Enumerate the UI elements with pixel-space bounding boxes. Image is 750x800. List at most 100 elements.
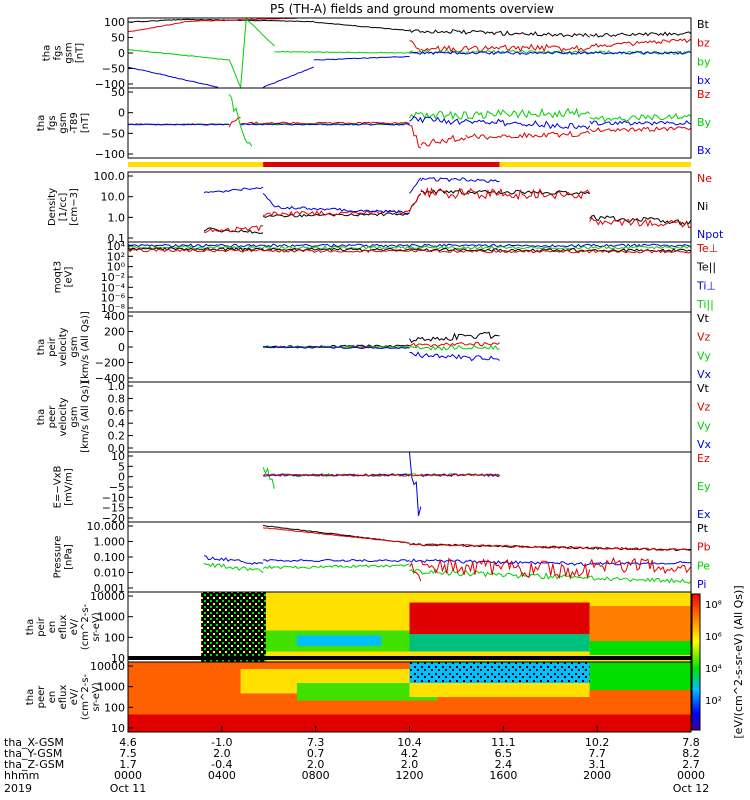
panel-6-legend-2: Vy bbox=[697, 419, 711, 432]
panel-1-ylabel-line: [nT] bbox=[75, 43, 86, 63]
z-gsm-label: 2.7 bbox=[682, 758, 700, 771]
x-gsm-label: 10.2 bbox=[585, 736, 610, 749]
panel-8-ylabel-line: [nPa] bbox=[64, 544, 75, 570]
panel-1-bx-line bbox=[127, 50, 692, 89]
panel-6-legend-0: Vt bbox=[697, 382, 710, 395]
panel-1-ylabel-line: gsm bbox=[64, 42, 75, 63]
panel-3-legend-0: Ne bbox=[697, 172, 712, 185]
panel-4-ylabel-line: [eV] bbox=[64, 267, 75, 288]
panel-7-ylabel: E=−VxB [mV/m] bbox=[53, 466, 75, 509]
panel-2-ylabel: tha fgs gsm -T89 [nT] bbox=[36, 112, 91, 134]
panel-6-legend-3: Vx bbox=[697, 438, 712, 451]
y-gsm-label: 2.0 bbox=[213, 747, 231, 760]
panel-8-pb-upper-line bbox=[263, 527, 692, 551]
x-row-label: tha_Y-GSM bbox=[4, 747, 62, 760]
panel-5-ylabel: tha peir velocity gsm [km/s (All Qs)] bbox=[36, 311, 91, 383]
x-row-label: tha_Z-GSM bbox=[4, 758, 64, 771]
panel-9-ylabel-line: sr-eV) bbox=[91, 612, 102, 641]
panel-7-ey-line bbox=[262, 467, 500, 489]
panel-9-ytick-label: 1000 bbox=[97, 611, 125, 624]
figure-title: P5 (TH-A) fields and ground moments over… bbox=[270, 2, 554, 16]
panel-5-legend-1: Vz bbox=[697, 331, 711, 344]
panel-10-ylabel-line: (cm^2-s- bbox=[80, 673, 91, 720]
hhmm-tick-label: 0800 bbox=[302, 769, 330, 782]
year-label: 2019 bbox=[4, 782, 32, 795]
z-gsm-label: 2.0 bbox=[307, 758, 325, 771]
z-gsm-label: 3.1 bbox=[588, 758, 606, 771]
panel-2-ytick-label: 0 bbox=[118, 107, 125, 120]
panel-9-spectrogram-gap bbox=[201, 592, 266, 662]
panel-6-ytick-label: 1.0 bbox=[108, 380, 126, 393]
colorbar-tick-label: 10² bbox=[705, 696, 722, 707]
panel-4-ytick-label: 10⁻⁴ bbox=[101, 281, 126, 294]
panel-7-legend-2: Ex bbox=[697, 508, 711, 521]
panel-10-ylabel-line: eV/ bbox=[69, 688, 80, 705]
panel-8-ytick-label: 0.100 bbox=[94, 551, 126, 564]
panel-8-ytick-label: 0.001 bbox=[94, 582, 126, 595]
panel-9-band-cyan bbox=[296, 635, 382, 646]
panel-5-ylabel-line: velocity bbox=[58, 327, 69, 366]
panel-5-ytick-label: −200 bbox=[95, 357, 125, 370]
panel-3-ylabel-line: [cm−3] bbox=[69, 188, 80, 226]
panel-8-ylabel: Pressure [nPa] bbox=[53, 536, 75, 579]
panel-3-ylabel-line: [1/cc] bbox=[58, 193, 69, 222]
x-gsm-label: 11.1 bbox=[491, 736, 516, 749]
panel-8-legend-2: Pe bbox=[697, 559, 710, 572]
panel-2-ylabel-line: -T89 bbox=[69, 112, 80, 134]
x-axis-labels: 4.67.51.70000-1.02.0-0.404007.30.72.0080… bbox=[4, 726, 709, 795]
panel-3-ytick-label: 100.0 bbox=[94, 170, 126, 183]
panel-3-ytick-label: 10.0 bbox=[101, 191, 126, 204]
panel-6-ylabel: tha peer velocity gsm [km/s (All Qs)] bbox=[36, 381, 91, 453]
z-gsm-label: 1.7 bbox=[119, 758, 137, 771]
panel-7-legend-0: Ez bbox=[697, 452, 710, 465]
panel-3-legend-1: Ni bbox=[697, 200, 708, 213]
colorbar-tick-label: 10⁴ bbox=[705, 664, 722, 675]
panel-5-ytick-label: −400 bbox=[95, 372, 125, 385]
panel-7-ytick-label: −10 bbox=[102, 491, 125, 504]
panel-10-ylabel-line: tha bbox=[25, 689, 36, 705]
panel-7-ylabel-line: [mV/m] bbox=[64, 468, 75, 506]
panel-9-ytick-label: 100 bbox=[104, 631, 125, 644]
panel-1-legend-1: bz bbox=[697, 37, 710, 50]
panel-10-ytick-label: 10 bbox=[111, 722, 125, 735]
panel-4-ylabel: moqt3 [eV] bbox=[53, 261, 75, 294]
panel-4-ytick-label: 10⁰ bbox=[107, 261, 126, 274]
panel-2-legend-2: Bx bbox=[697, 144, 712, 157]
panel-8-pb-line bbox=[409, 556, 692, 582]
panel-1-legend-3: bx bbox=[697, 74, 711, 87]
panel-2-ytick-label: 50 bbox=[111, 86, 125, 99]
panel-6-ytick-label: 0.4 bbox=[108, 417, 126, 430]
x-gsm-label: 7.3 bbox=[307, 736, 325, 749]
x-row-label: hhmm bbox=[4, 769, 39, 782]
y-gsm-label: 7.5 bbox=[119, 747, 137, 760]
panel-1-bt-line bbox=[127, 18, 692, 38]
hhmm-tick-label: 1200 bbox=[396, 769, 424, 782]
plot-marks-layer bbox=[127, 17, 692, 732]
colorbar-tick-label: 10⁸ bbox=[705, 600, 722, 611]
panel-3-ylabel: Density [1/cc] [cm−3] bbox=[47, 188, 80, 226]
panel-10-ylabel-line: peer bbox=[36, 685, 47, 709]
panel-8-pi-line bbox=[203, 555, 692, 567]
panel-2-by-line bbox=[127, 94, 692, 147]
panel-1-bz-line bbox=[127, 17, 692, 54]
z-gsm-label: -0.4 bbox=[211, 758, 232, 771]
panel-5-ylabel-line: tha bbox=[36, 339, 47, 355]
panel-2-ytick-label: −50 bbox=[102, 127, 125, 140]
colorbar-label: [eV/(cm^2-s-sr-eV) (All Qs)] bbox=[732, 585, 745, 738]
y-gsm-label: 6.5 bbox=[495, 747, 513, 760]
y-gsm-label: 0.7 bbox=[307, 747, 325, 760]
panel-10-ytick-label: 100 bbox=[104, 701, 125, 714]
z-gsm-label: 2.0 bbox=[401, 758, 419, 771]
panel-10-ylabel-line: en bbox=[47, 691, 58, 704]
panel-6-ytick-label: 0.2 bbox=[108, 430, 126, 443]
panel-7-ez-line bbox=[262, 473, 500, 477]
x-gsm-label: 10.4 bbox=[397, 736, 422, 749]
panel-5-vt-line bbox=[263, 331, 500, 349]
panel-3-ne-line bbox=[204, 187, 692, 233]
panel-1-legend-2: by bbox=[697, 55, 711, 68]
panel-5-vx-line bbox=[263, 345, 500, 362]
panel-4-legend-2: Ti⊥ bbox=[696, 279, 716, 292]
mode-bar-fast bbox=[263, 162, 500, 167]
